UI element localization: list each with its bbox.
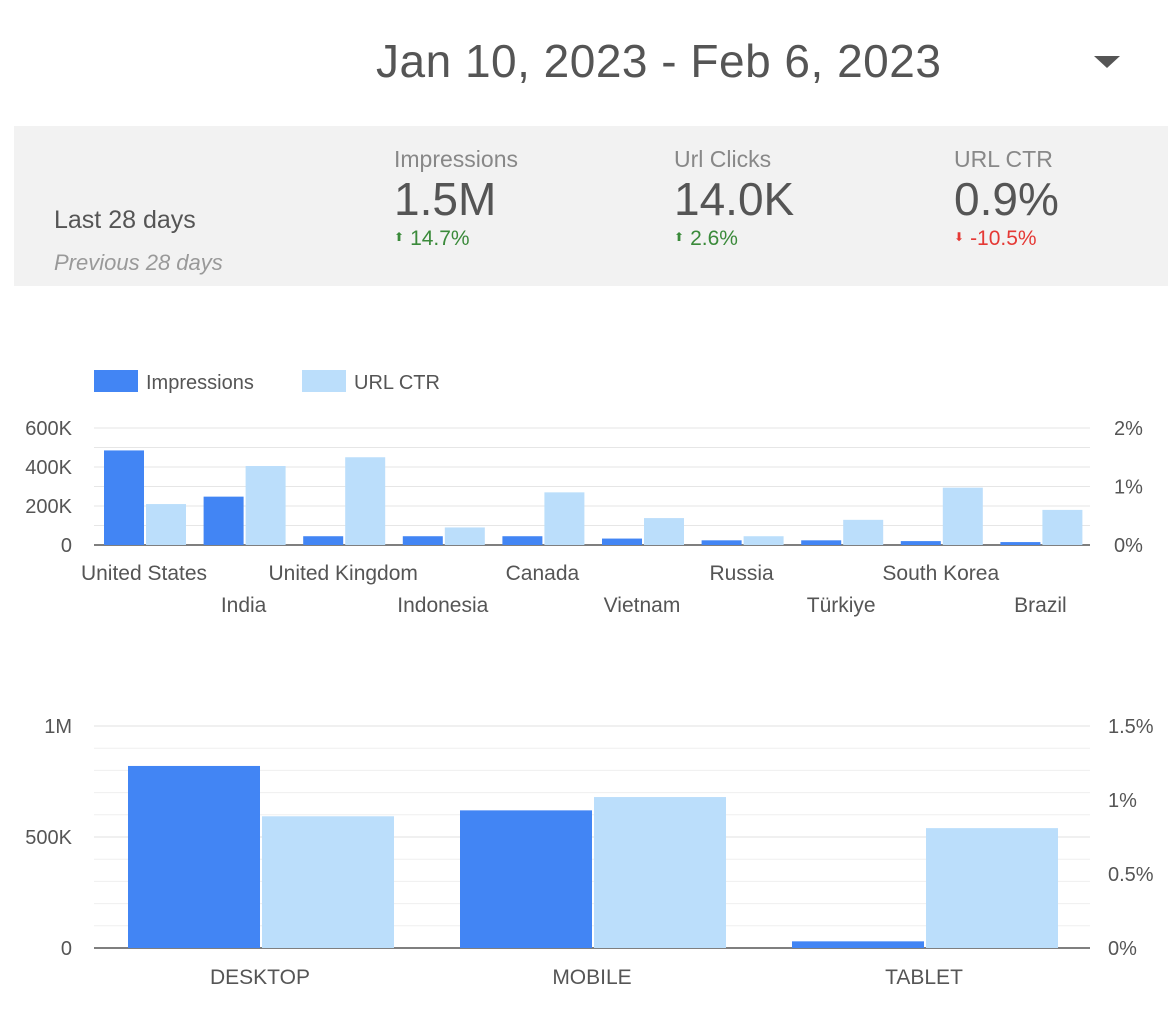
bar-impressions[interactable] bbox=[801, 540, 842, 545]
bar-impressions[interactable] bbox=[303, 536, 344, 545]
bar-url-ctr[interactable] bbox=[444, 527, 485, 545]
category-label: MOBILE bbox=[552, 966, 631, 989]
bar-url-ctr[interactable] bbox=[262, 816, 394, 948]
metric-change: ⬆ 2.6% bbox=[674, 227, 738, 250]
date-range-label[interactable]: Jan 10, 2023 - Feb 6, 2023 bbox=[376, 35, 942, 87]
bar-impressions[interactable] bbox=[792, 941, 924, 948]
scorecard-panel: Last 28 days Previous 28 days Impression… bbox=[14, 126, 1168, 286]
bar-impressions[interactable] bbox=[203, 496, 244, 545]
category-label: India bbox=[221, 594, 267, 617]
bar-url-ctr[interactable] bbox=[544, 492, 585, 545]
legend-swatch bbox=[94, 370, 138, 392]
bar-url-ctr[interactable] bbox=[743, 536, 784, 545]
right-tick-label: 0% bbox=[1108, 938, 1137, 960]
country-bar-chart: Impressions URL CTR 0 200K 400K 600K 0% 1% 2% Uni… bbox=[25, 370, 1143, 617]
category-label: United States bbox=[81, 562, 207, 585]
category-label: Indonesia bbox=[397, 594, 488, 617]
legend-label: Impressions bbox=[146, 372, 254, 394]
metric-url-clicks: Url Clicks 14.0K ⬆ 2.6% bbox=[674, 146, 794, 251]
metric-label: URL CTR bbox=[954, 146, 1053, 172]
period-current: Last 28 days bbox=[54, 206, 196, 234]
right-tick-label: 0% bbox=[1114, 535, 1143, 557]
metric-value: 14.0K bbox=[674, 173, 795, 225]
category-label: United Kingdom bbox=[268, 562, 417, 585]
right-tick-label: 0.5% bbox=[1108, 864, 1154, 886]
bar-url-ctr[interactable] bbox=[345, 457, 386, 545]
metric-change: ⬇ -10.5% bbox=[954, 227, 1037, 250]
arrow-down-icon: ⬇ bbox=[954, 230, 965, 245]
bar-impressions[interactable] bbox=[402, 536, 443, 545]
chevron-down-icon[interactable] bbox=[1094, 56, 1120, 68]
arrow-up-icon: ⬆ bbox=[394, 230, 405, 245]
left-tick-label: 0 bbox=[61, 938, 72, 960]
left-tick-label: 1M bbox=[44, 716, 72, 738]
right-tick-label: 2% bbox=[1114, 418, 1143, 440]
metric-value: 0.9% bbox=[954, 173, 1059, 225]
right-tick-label: 1% bbox=[1108, 790, 1137, 812]
category-label: Russia bbox=[709, 562, 774, 585]
device-bar-chart: 0 500K 1M 0% 0.5% 1% 1.5% DESKTOP MOBILE TABLET bbox=[25, 716, 1154, 989]
bar-url-ctr[interactable] bbox=[926, 828, 1058, 948]
bar-impressions[interactable] bbox=[1000, 542, 1041, 545]
bar-url-ctr[interactable] bbox=[594, 797, 726, 948]
left-tick-label: 600K bbox=[25, 418, 72, 440]
bar-impressions[interactable] bbox=[701, 540, 742, 545]
left-tick-label: 0 bbox=[61, 535, 72, 557]
metric-impressions: Impressions 1.5M ⬆ 14.7% bbox=[394, 146, 518, 251]
category-label: TABLET bbox=[885, 966, 963, 989]
bar-url-ctr[interactable] bbox=[245, 466, 286, 545]
metric-url-ctr: URL CTR 0.9% ⬇ -10.5% bbox=[954, 146, 1059, 251]
bar-url-ctr[interactable] bbox=[644, 518, 684, 545]
left-tick-label: 500K bbox=[25, 827, 72, 849]
metric-label: Url Clicks bbox=[674, 146, 772, 172]
left-tick-label: 400K bbox=[25, 457, 72, 479]
bar-impressions[interactable] bbox=[460, 810, 592, 948]
category-label: Vietnam bbox=[604, 594, 681, 617]
legend-swatch bbox=[302, 370, 346, 392]
bar-impressions[interactable] bbox=[900, 541, 941, 545]
bar-url-ctr[interactable] bbox=[1042, 509, 1083, 545]
period-previous: Previous 28 days bbox=[54, 250, 223, 275]
metric-label: Impressions bbox=[394, 146, 518, 172]
category-label: Canada bbox=[506, 562, 580, 585]
category-label: Brazil bbox=[1014, 594, 1067, 617]
category-label: DESKTOP bbox=[210, 966, 310, 989]
bar-impressions[interactable] bbox=[502, 536, 543, 545]
bar-impressions[interactable] bbox=[104, 450, 144, 545]
left-tick-label: 200K bbox=[25, 496, 72, 518]
legend-label: URL CTR bbox=[354, 372, 440, 394]
arrow-up-icon: ⬆ bbox=[674, 230, 685, 245]
right-tick-label: 1% bbox=[1114, 477, 1143, 499]
category-label: South Korea bbox=[882, 562, 999, 585]
bar-url-ctr[interactable] bbox=[146, 504, 186, 545]
bar-url-ctr[interactable] bbox=[942, 487, 983, 545]
category-label: Türkiye bbox=[807, 594, 876, 617]
bar-url-ctr[interactable] bbox=[843, 519, 884, 545]
bar-impressions[interactable] bbox=[128, 765, 260, 948]
metric-change: ⬆ 14.7% bbox=[394, 227, 470, 250]
metric-value: 1.5M bbox=[394, 173, 497, 225]
right-tick-label: 1.5% bbox=[1108, 716, 1154, 738]
bar-impressions[interactable] bbox=[602, 538, 642, 545]
